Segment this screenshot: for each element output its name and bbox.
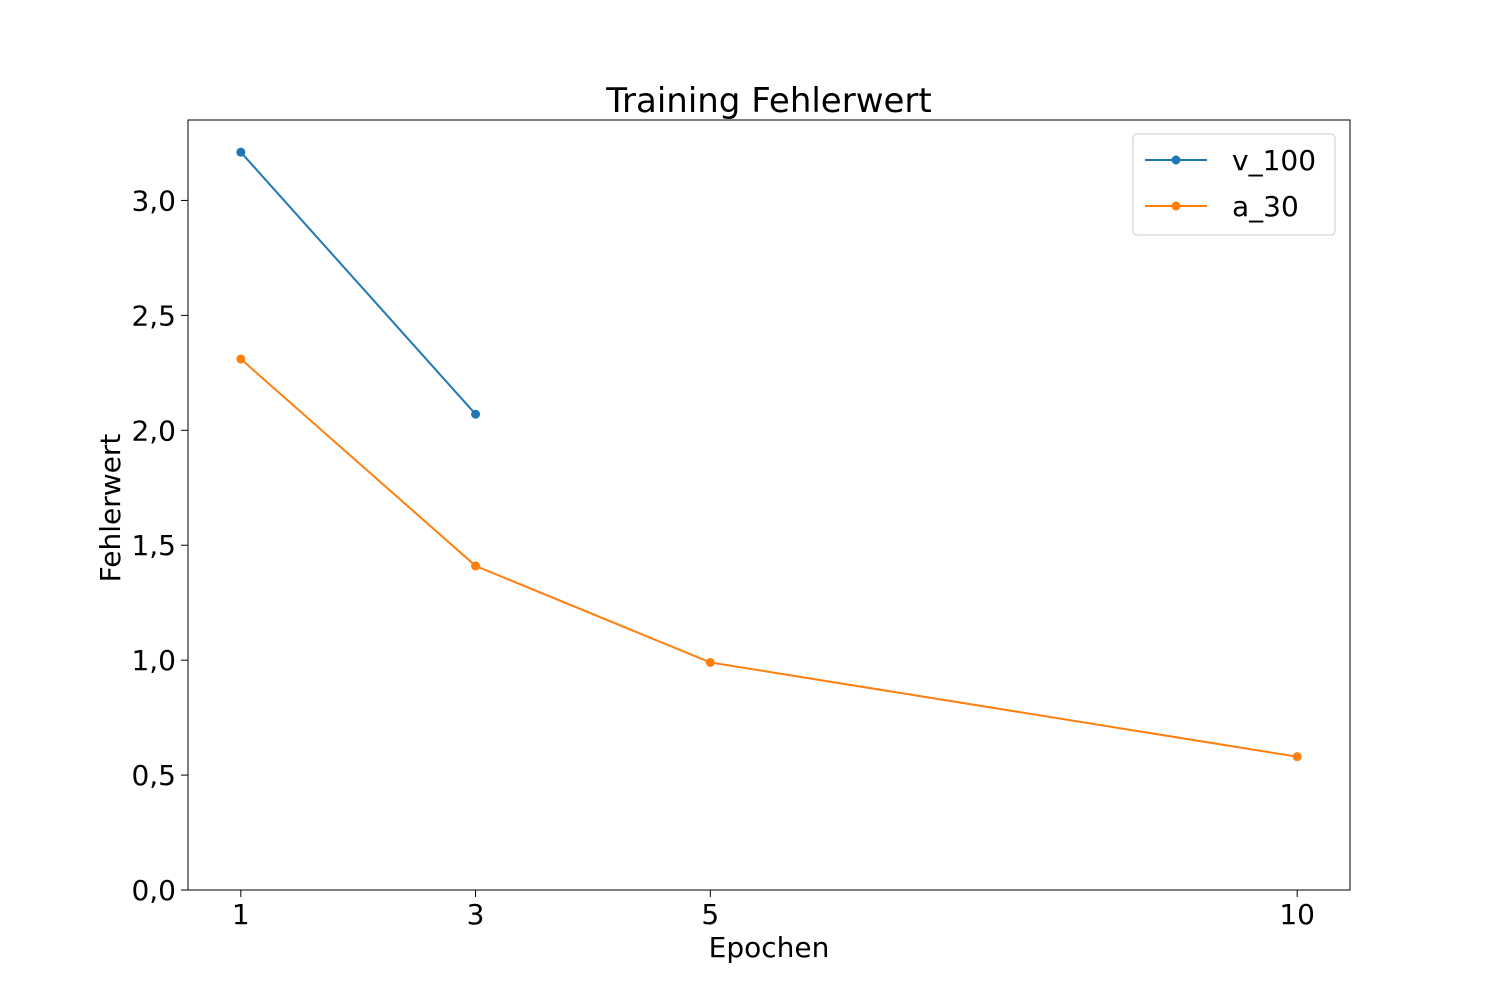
plot-frame [187, 119, 1351, 891]
chart-title: Training Fehlerwert [605, 81, 932, 121]
series-a_30 [236, 354, 1302, 762]
y-tick-label: 0,5 [131, 759, 176, 792]
y-axis-label: Fehlerwert [94, 434, 127, 583]
x-axis-label: Epochen [709, 931, 830, 964]
y-tick-label: 2,0 [131, 414, 176, 447]
x-axis: 1 3 5 10 [232, 890, 1315, 931]
legend-item: a_30 [1145, 190, 1299, 223]
y-tick-label: 1,5 [131, 529, 176, 562]
y-tick-label: 1,0 [131, 644, 176, 677]
legend-item: v_100 [1145, 144, 1316, 177]
data-point [705, 657, 715, 667]
data-point [471, 409, 481, 419]
series-v_100 [236, 147, 481, 419]
y-tick-label: 3,0 [131, 184, 176, 217]
y-tick-label: 0,0 [131, 874, 176, 907]
y-tick-label: 2,5 [131, 299, 176, 332]
x-tick-label: 5 [701, 898, 719, 931]
x-tick-label: 1 [232, 898, 250, 931]
legend: v_100 a_30 [1132, 133, 1336, 236]
legend-marker [1171, 201, 1181, 211]
y-axis: 0,0 0,5 1,0 1,5 2,0 2,5 3,0 [131, 184, 188, 907]
x-tick-label: 3 [467, 898, 485, 931]
data-point [471, 561, 481, 571]
data-point [236, 354, 246, 364]
legend-label: v_100 [1232, 144, 1316, 177]
legend-label: a_30 [1232, 190, 1299, 223]
data-point [1292, 752, 1302, 762]
plot-series [236, 147, 1302, 762]
data-point [236, 147, 246, 157]
series-line [240, 151, 477, 415]
legend-marker [1171, 155, 1181, 165]
x-tick-label: 10 [1279, 898, 1315, 931]
series-line [240, 358, 1298, 758]
